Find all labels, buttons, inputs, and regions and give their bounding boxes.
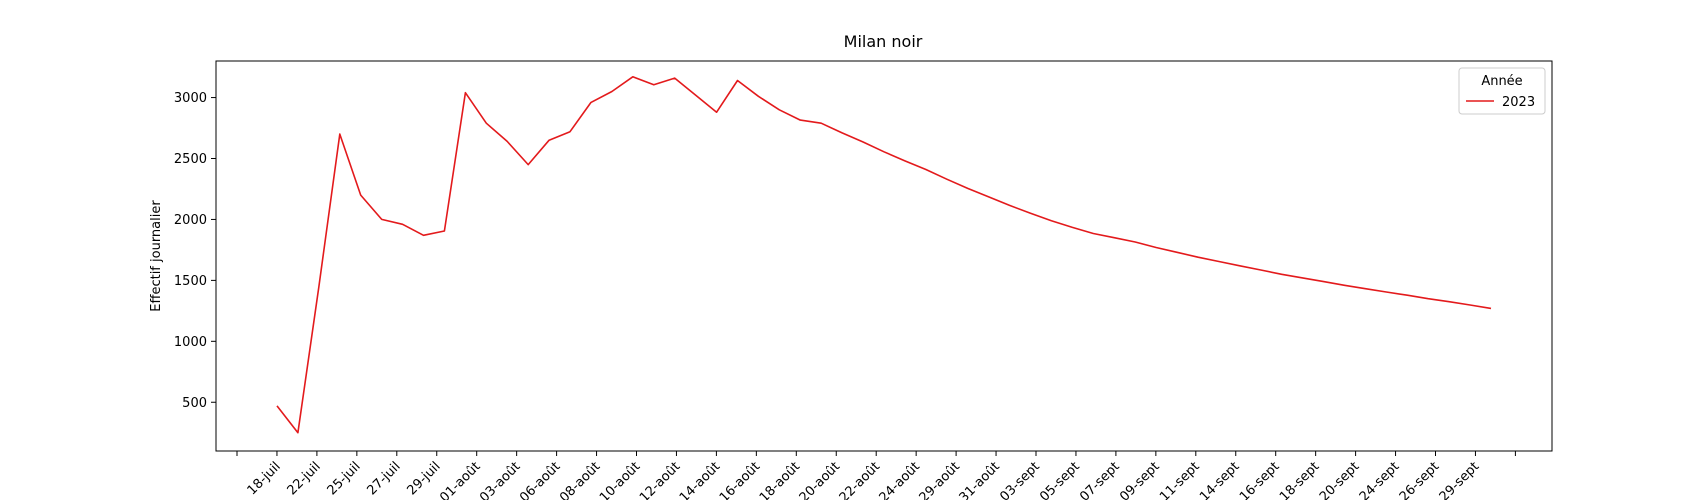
x-tick-label: 24-août: [877, 459, 923, 500]
series-line-2023: [276, 76, 1492, 434]
x-tick-label: 08-août: [557, 459, 603, 500]
x-tick-label: 22-juil: [285, 459, 324, 498]
x-tick-label: 07-sept: [1077, 459, 1123, 500]
x-tick-label: 29-juil: [404, 459, 443, 498]
plot-area: 500 1000 1500 2000 2500 3000 18-juil 22-juil 25-…: [174, 60, 1553, 500]
chart-title: Milan noir: [844, 32, 923, 51]
plot-frame: [215, 60, 1553, 452]
y-tick-label: 3000: [174, 91, 207, 106]
x-tick-label: 29-sept: [1437, 459, 1483, 500]
y-tick-label: 500: [182, 396, 207, 411]
x-tick-label: 20-sept: [1317, 459, 1363, 500]
x-tick-label: 06-août: [517, 459, 563, 500]
x-tick-label: 20-août: [797, 459, 843, 500]
x-tick-label: 27-juil: [365, 459, 404, 498]
y-tick-label: 2500: [174, 152, 207, 167]
x-tick-label: 03-août: [477, 459, 523, 500]
x-tick-label: 05-sept: [1037, 459, 1083, 500]
x-tick-label: 18-août: [757, 459, 803, 500]
legend: Année 2023: [1458, 67, 1546, 115]
legend-box: [1458, 67, 1546, 115]
y-tick-label: 1000: [174, 335, 207, 350]
x-tick-label: 24-sept: [1357, 459, 1403, 500]
x-tick-label: 31-août: [957, 459, 1003, 500]
legend-title: Année: [1481, 74, 1522, 89]
x-tick-label: 26-sept: [1397, 459, 1443, 500]
x-tick-label: 25-juil: [325, 459, 364, 498]
legend-label-2023: 2023: [1502, 95, 1535, 110]
x-tick-label: 18-sept: [1277, 459, 1323, 500]
x-tick-label: 11-sept: [1157, 459, 1203, 500]
x-tick-label: 14-août: [677, 459, 723, 500]
y-tick-label: 1500: [174, 274, 207, 289]
x-tick-label: 03-sept: [997, 459, 1043, 500]
x-tick-label: 22-août: [837, 459, 883, 500]
x-tick-label: 16-août: [717, 459, 763, 500]
x-tick-label: 10-août: [597, 459, 643, 500]
x-tick-label: 16-sept: [1237, 459, 1283, 500]
x-tick-label: 18-juil: [245, 459, 284, 498]
y-axis-label: Effectif journalier: [149, 200, 164, 312]
x-tick-label: 29-août: [917, 459, 963, 500]
x-tick-label: 01-août: [437, 459, 483, 500]
x-tick-label: 12-août: [637, 459, 683, 500]
x-tick-label: 09-sept: [1117, 459, 1163, 500]
x-tick-label: 14-sept: [1197, 459, 1243, 500]
y-tick-label: 2000: [174, 213, 207, 228]
